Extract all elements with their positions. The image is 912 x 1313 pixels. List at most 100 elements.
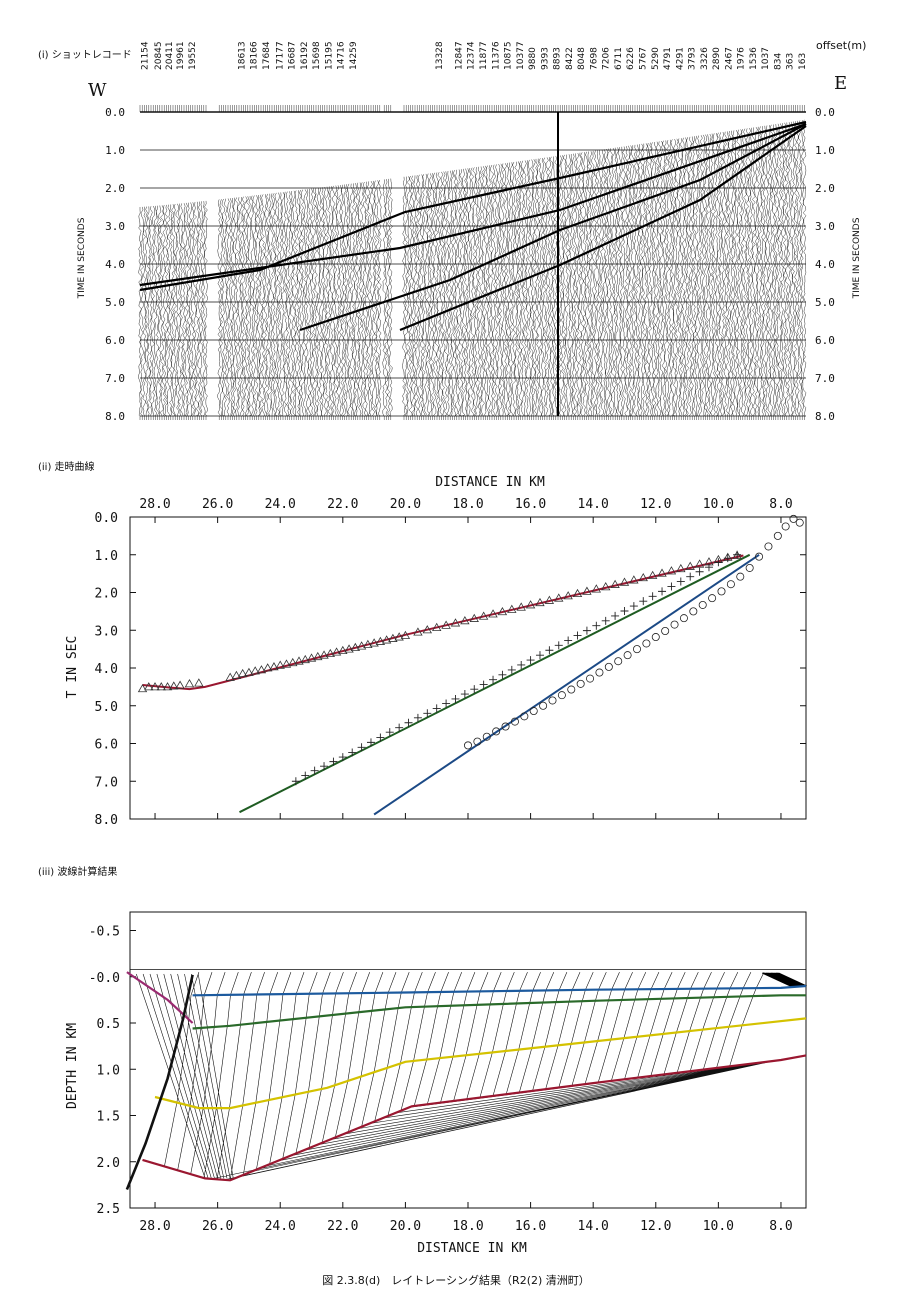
offset-label: 6711 — [614, 47, 624, 70]
time-tick-label: 1.0 — [105, 144, 125, 157]
observed-point — [526, 656, 535, 665]
traveltime-series — [137, 514, 804, 816]
observed-point — [689, 607, 698, 616]
time-tick-label: 6.0 — [105, 334, 125, 347]
observed-point — [623, 651, 632, 660]
traveltime-x-ticks: 28.0 26.0 24.0 22.0 20.0 18.0 16.0 14.0 12.0 10.0… — [139, 497, 793, 819]
observed-point — [658, 587, 667, 596]
raytrace-x-ticks: 28.0 26.0 24.0 22.0 20.0 18.0 16.0 14.0 12.0 10.0… — [139, 1202, 793, 1234]
observed-point — [554, 641, 563, 650]
offset-label: 16192 — [300, 41, 310, 70]
x-tick-label: 24.0 — [265, 497, 296, 512]
x-tick-label: 10.0 — [703, 1219, 734, 1234]
trace-wiggles — [138, 105, 807, 420]
y-tick-label: 6.0 — [95, 738, 118, 753]
observed-point — [657, 568, 667, 577]
time-tick-label: 0.0 — [105, 106, 125, 119]
observed-point — [338, 645, 348, 655]
observed-point — [582, 626, 591, 635]
observed-point — [231, 670, 242, 679]
time-tick-label: 2.0 — [815, 182, 835, 195]
shot-record-panel: (i) ショットレコード W E offset(m) 21154 20845 204… — [38, 39, 866, 423]
reflection-band — [139, 122, 807, 287]
y-tick-label: -0.5 — [89, 925, 120, 940]
offset-label: 5767 — [639, 47, 649, 70]
observed-point — [137, 683, 148, 693]
observed-point — [250, 666, 260, 675]
observed-point — [629, 575, 639, 584]
x-tick-label: 20.0 — [390, 1219, 421, 1234]
raytrace-y-ticks: -0.5 -0.0 0.5 1.0 1.5 2.0 2.5 — [89, 925, 806, 1217]
observed-point — [548, 696, 557, 705]
time-tick-label: 8.0 — [105, 410, 125, 423]
observed-point — [395, 723, 404, 732]
y-tick-label: 1.5 — [97, 1110, 120, 1125]
observed-point — [647, 570, 658, 579]
y-tick-label: -0.0 — [89, 971, 120, 986]
observed-point — [478, 611, 489, 620]
observed-point — [175, 680, 185, 689]
observed-point — [348, 748, 357, 757]
offset-labels: 21154 20845 20411 19961 19552 18613 18166 17684… — [140, 41, 808, 70]
observed-point — [156, 682, 166, 691]
observed-point — [237, 668, 248, 678]
observed-point — [567, 685, 576, 694]
observed-point — [517, 660, 526, 669]
observed-point — [642, 639, 651, 648]
offset-label: 17177 — [275, 41, 285, 70]
observed-point — [708, 594, 717, 603]
x-tick-label: 24.0 — [265, 1219, 296, 1234]
observed-point — [563, 591, 573, 600]
observed-point — [651, 633, 660, 642]
observed-point — [629, 602, 638, 611]
observed-point — [586, 674, 595, 683]
velocity-layer-boundary — [142, 1054, 807, 1182]
observed-point — [400, 630, 411, 639]
observed-point — [194, 678, 204, 687]
observed-point — [639, 597, 648, 606]
traveltime-y-axis-label: T IN SEC — [65, 636, 80, 699]
offset-label: 19961 — [176, 41, 186, 70]
observed-point — [291, 777, 300, 786]
offset-label: 17684 — [262, 41, 272, 70]
x-tick-label: 12.0 — [640, 497, 671, 512]
observed-point — [269, 662, 279, 671]
observed-point — [601, 616, 610, 625]
time-axis-label-left: TIME IN SECONDS — [77, 217, 87, 299]
observed-point — [319, 650, 329, 659]
time-tick-label: 8.0 — [815, 410, 835, 423]
offset-label: 163 — [798, 53, 808, 70]
offset-label: 363 — [786, 53, 796, 70]
observed-point — [422, 625, 433, 634]
observed-point — [582, 586, 592, 595]
offset-label: 8422 — [565, 47, 575, 70]
observed-point — [388, 633, 398, 642]
observed-point — [535, 597, 545, 607]
observed-point — [184, 679, 195, 688]
observed-point — [169, 681, 179, 690]
observed-point — [685, 561, 695, 570]
observed-point — [564, 636, 573, 645]
y-tick-label: 1.0 — [97, 1063, 120, 1078]
x-tick-label: 18.0 — [452, 497, 483, 512]
observed-point — [451, 694, 460, 703]
observed-point — [633, 645, 642, 654]
y-tick-label: 3.0 — [95, 624, 118, 639]
observed-point — [497, 606, 508, 616]
observed-point — [773, 531, 782, 540]
time-axis-right: 0.0 1.0 2.0 3.0 4.0 5.0 6.0 7.0 8.0 — [815, 106, 835, 423]
offset-label: 10875 — [504, 41, 514, 70]
time-axis-label-right: TIME IN SECONDS — [852, 217, 862, 299]
time-tick-label: 7.0 — [105, 372, 125, 385]
y-tick-label: 8.0 — [95, 813, 118, 828]
observed-point — [572, 588, 583, 598]
observed-point — [510, 717, 519, 726]
observed-point — [498, 670, 507, 679]
x-tick-label: 12.0 — [640, 1219, 671, 1234]
offset-label: 4791 — [663, 47, 673, 70]
time-tick-label: 4.0 — [105, 258, 125, 271]
observed-point — [611, 611, 620, 620]
y-tick-label: 2.0 — [97, 1156, 120, 1171]
observed-point — [545, 646, 554, 655]
